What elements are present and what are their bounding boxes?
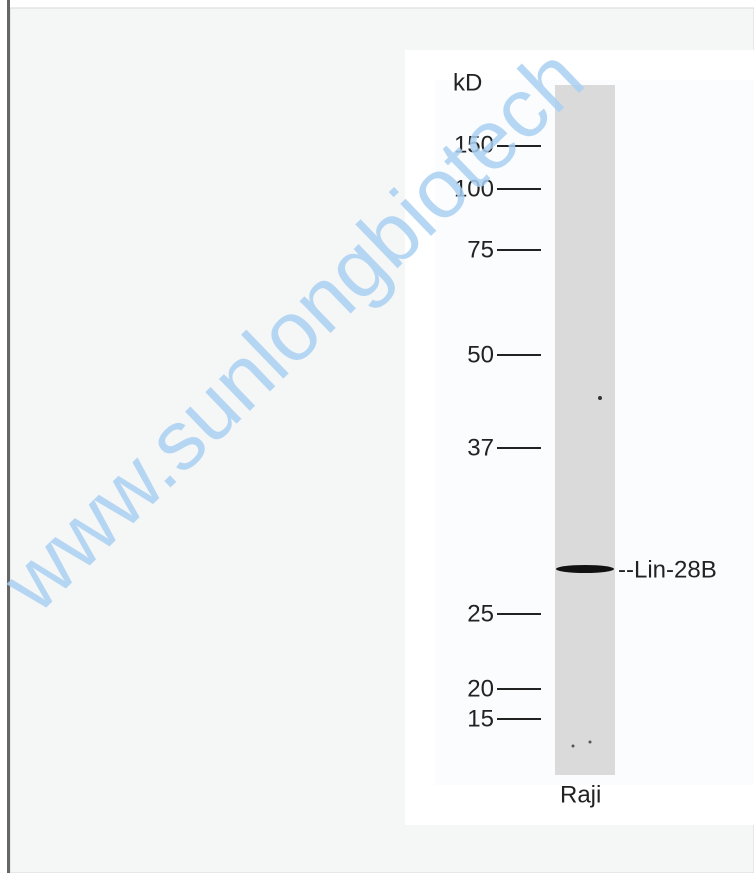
page: {"blot": { "unit_label": "kD", "markers"… <box>0 0 754 873</box>
lane-label: Raji <box>560 781 601 808</box>
marker-label: 25 <box>467 600 494 627</box>
band-label: --Lin-28B <box>618 556 717 583</box>
marker-label: 20 <box>467 675 494 702</box>
lane <box>555 85 615 775</box>
left-border <box>7 0 10 873</box>
marker-label: 15 <box>467 705 494 732</box>
speck <box>572 745 575 748</box>
marker-label: 50 <box>467 341 494 368</box>
marker-label: 37 <box>467 434 494 461</box>
speck <box>598 396 602 400</box>
marker-label: 75 <box>467 236 494 263</box>
screenshot: kD 150 100 75 50 37 25 20 15 --Lin-28B R… <box>0 0 754 873</box>
speck <box>589 741 592 744</box>
band <box>556 565 614 573</box>
